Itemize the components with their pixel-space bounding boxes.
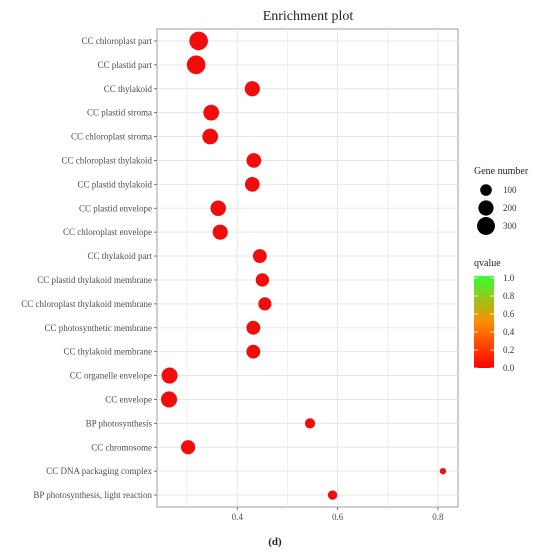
size-legend-title: Gene number: [474, 166, 529, 177]
plot-panel: [156, 28, 459, 508]
grid-lines: [157, 29, 458, 507]
color-legend-label: 0.8: [503, 291, 515, 301]
term-label: CC chloroplast envelope: [63, 227, 152, 237]
x-tick-label: 0.6: [332, 512, 344, 522]
data-point: [304, 418, 316, 429]
size-legend-label: 300: [503, 221, 517, 231]
term-label: CC plastid part: [98, 60, 153, 70]
color-legend-label: 1.0: [503, 273, 515, 283]
size-legend: Gene number 100 200 300: [474, 166, 529, 235]
term-label: CC DNA packaging complex: [46, 466, 152, 476]
term-label: CC chloroplast thylakoid: [62, 155, 153, 165]
size-legend-label: 100: [503, 185, 517, 195]
term-label: CC plastid envelope: [79, 203, 152, 213]
term-label: CC plastid thylakoid: [77, 179, 152, 189]
term-label: CC plastid thylakoid membrane: [37, 275, 152, 285]
term-label: CC plastid stroma: [87, 108, 152, 118]
qvalue-colorbar: [474, 276, 494, 368]
color-legend-label: 0.0: [503, 363, 515, 373]
term-label: BP photosynthesis: [86, 418, 153, 428]
color-legend-label: 0.6: [503, 309, 515, 319]
data-point: [186, 55, 206, 75]
color-legend-label: 0.2: [503, 345, 514, 355]
term-label: CC thylakoid membrane: [64, 347, 152, 357]
data-point: [246, 153, 262, 168]
data-point: [161, 367, 178, 384]
term-label: CC photosynthetic membrane: [45, 323, 152, 333]
size-legend-dot: [477, 217, 495, 235]
term-label: CC thylakoid: [104, 84, 153, 94]
color-legend-title: qvalue: [474, 258, 501, 269]
term-labels: CC chloroplast part CC plastid part CC thy…: [21, 36, 157, 500]
data-point: [210, 200, 226, 216]
term-label: CC chloroplast stroma: [71, 132, 152, 142]
term-label: CC organelle envelope: [70, 371, 152, 381]
color-legend-label: 0.4: [503, 327, 515, 337]
data-points: [161, 31, 447, 500]
term-label: CC envelope: [105, 394, 152, 404]
x-tick-label: 0.4: [232, 512, 244, 522]
data-point: [202, 128, 219, 145]
size-legend-label: 200: [503, 203, 517, 213]
term-label: CC chloroplast part: [82, 36, 153, 46]
data-point: [212, 224, 228, 240]
panel-label: (d): [268, 536, 282, 548]
size-legend-dot: [478, 200, 494, 216]
size-legend-dot: [480, 184, 492, 196]
data-point: [252, 249, 267, 263]
data-point: [244, 81, 260, 97]
x-tick-label: 0.8: [432, 512, 444, 522]
term-label: CC chromosome: [91, 442, 152, 452]
chart-title: Enrichment plot: [263, 9, 354, 24]
term-label: CC chloroplast thylakoid membrane: [21, 299, 152, 309]
data-point: [327, 490, 338, 500]
data-point: [246, 320, 261, 335]
data-point: [244, 177, 260, 192]
data-point: [439, 467, 447, 475]
data-point: [180, 440, 196, 455]
data-point: [258, 297, 272, 311]
data-point: [246, 344, 261, 359]
enrichment-chart: Enrichment plot CC chloroplast part CC pl…: [21, 9, 529, 522]
data-point: [203, 104, 220, 121]
term-label: BP photosynthesis, light reaction: [33, 490, 152, 500]
term-label: CC thylakoid part: [88, 251, 153, 261]
data-point: [255, 273, 270, 287]
data-point: [161, 391, 178, 408]
data-point: [189, 31, 208, 51]
color-legend: qvalue 1.0 0.8 0.6 0.4 0.2 0.0: [474, 258, 515, 373]
x-axis-ticks: 0.4 0.6 0.8: [232, 507, 444, 522]
